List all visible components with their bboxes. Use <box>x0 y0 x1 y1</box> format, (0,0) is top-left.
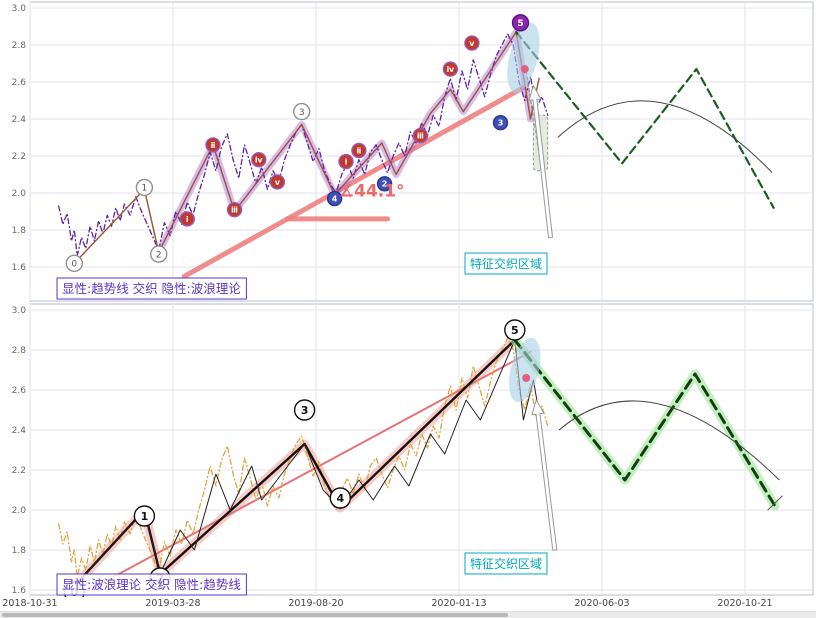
end-tick <box>767 495 783 511</box>
wave-marker-ⅳ <box>251 151 267 168</box>
y-tick-label: 1.6 <box>12 263 27 273</box>
wave-marker-label: ⅲ <box>417 132 424 141</box>
wave-marker-0 <box>65 254 84 272</box>
wave-marker-label: 3 <box>301 404 309 417</box>
wave-marker-label: 2 <box>382 180 388 189</box>
x-axis-labels: 2018-10-31 2019-03-28 2019-08-20 2020-01-13… <box>0 597 816 611</box>
wave-outline <box>73 31 540 264</box>
feature-dot <box>520 65 529 74</box>
annotation-text: 显性:波浪理论 交织 隐性:趋势线 <box>62 577 241 592</box>
price-line <box>57 33 549 257</box>
annotation-box <box>464 552 548 575</box>
arc-curve <box>558 400 780 481</box>
y-tick-label: 2.0 <box>12 189 27 199</box>
wave-marker-ⅰ <box>338 153 354 170</box>
x-tick-label: 2020-01-13 <box>431 598 487 609</box>
arc-curve <box>557 100 773 174</box>
wave-marker-5 <box>511 14 530 32</box>
y-tick-label: 3.0 <box>12 4 27 14</box>
wave-marker-ⅰ <box>179 211 196 227</box>
y-tick-label: 1.6 <box>12 586 27 596</box>
annotation-text: 显性:趋势线 交织 隐性:波浪理论 <box>62 281 241 296</box>
wave-marker-label: 1 <box>141 510 149 523</box>
y-tick-label: 2.2 <box>12 466 26 476</box>
y-tick-label: 2.4 <box>12 426 27 436</box>
trend-line <box>181 85 526 279</box>
annotation-text: 特征交织区域 <box>470 556 542 571</box>
scrollbar-thumb[interactable] <box>2 613 508 617</box>
feature-ellipse <box>509 337 541 403</box>
wave-marker-3 <box>492 114 509 131</box>
wave-marker-label: 3 <box>299 108 305 118</box>
x-tick-label: 2019-03-28 <box>145 598 201 609</box>
annotation-box <box>464 252 548 275</box>
y-tick-label: 2.4 <box>12 115 27 125</box>
plot-frame <box>29 303 814 596</box>
wave-marker-label: 4 <box>332 194 338 203</box>
feature-ellipse <box>507 22 540 94</box>
wave-marker-4 <box>326 190 343 207</box>
wave-marker-3 <box>293 102 311 121</box>
wave-marker-ⅴ <box>464 35 480 51</box>
wave-marker-1 <box>135 178 154 197</box>
wave-marker-label: 5 <box>511 324 519 337</box>
pointer-arrow <box>528 84 554 239</box>
wave-marker-label: ⅴ <box>275 178 281 187</box>
horizontal-scrollbar[interactable] <box>0 611 816 618</box>
wave-marker-label: 1 <box>142 184 148 194</box>
wave-marker-label: ⅳ <box>446 65 454 74</box>
y-tick-label: 2.0 <box>12 506 27 516</box>
y-tick-label: 1.8 <box>12 546 27 556</box>
annotation-text: 特征交织区域 <box>470 256 542 271</box>
wave-marker-label: ⅰ <box>345 157 348 166</box>
y-tick-label: 2.8 <box>12 346 27 356</box>
annotation-text: ∡44.1° <box>339 182 405 202</box>
annotation-box <box>56 277 247 300</box>
wave-marker-label: 2 <box>156 250 162 260</box>
wave-marker-4 <box>329 487 351 509</box>
wave-marker-label: ⅰ <box>186 215 189 224</box>
y-tick-label: 2.2 <box>12 152 26 162</box>
wave-marker-label: ⅲ <box>231 206 238 215</box>
price-line <box>57 337 549 579</box>
wave-marker-ⅲ <box>226 201 243 218</box>
wave-marker-label: ⅱ <box>356 146 361 155</box>
wave-marker-ⅱ <box>205 137 221 153</box>
plot-frame <box>29 1 814 302</box>
wave-marker-ⅱ <box>351 142 367 159</box>
pointer-arrow <box>531 398 558 551</box>
x-tick-label: 2018-10-31 <box>2 598 58 609</box>
wave-marker-2 <box>376 176 393 192</box>
trend-line <box>74 351 532 597</box>
y-tick-label: 2.6 <box>12 386 27 396</box>
wave-marker-ⅴ <box>269 174 286 190</box>
bottom-chart: 1.61.82.02.22.42.62.83.0012345显性:波浪理论 交织… <box>12 303 814 597</box>
wave-marker-ⅲ <box>412 127 429 144</box>
wave-marker-2 <box>149 245 168 263</box>
wave-marker-label: 0 <box>71 260 77 270</box>
y-tick-label: 2.8 <box>12 41 27 51</box>
x-tick-label: 2020-10-21 <box>717 598 773 609</box>
wave-marker-label: ⅳ <box>255 156 263 165</box>
x-tick-label: 2020-06-03 <box>574 598 630 609</box>
wave-marker-label: 4 <box>336 492 344 505</box>
annotation-box <box>56 573 247 596</box>
x-tick-label: 2019-08-20 <box>288 598 344 609</box>
wave-marker-ⅳ <box>442 61 459 77</box>
wave-marker-label: ⅴ <box>469 39 475 48</box>
wave-marker-label: 3 <box>498 119 504 128</box>
wave-marker-label: ⅱ <box>211 141 216 150</box>
y-tick-label: 1.8 <box>12 226 27 236</box>
wave-marker-5 <box>504 319 526 341</box>
wave-marker-1 <box>133 505 156 527</box>
feature-dot <box>522 374 531 382</box>
wave-marker-label: 5 <box>517 19 523 29</box>
y-tick-label: 2.6 <box>12 78 27 88</box>
wave-marker-3 <box>293 399 316 421</box>
top-chart: 1.61.82.02.22.42.62.83.00123ⅰⅱⅲⅳⅴⅰⅱⅲⅳⅴ42… <box>12 1 814 302</box>
y-tick-label: 3.0 <box>12 306 27 316</box>
projection-line <box>513 338 777 508</box>
